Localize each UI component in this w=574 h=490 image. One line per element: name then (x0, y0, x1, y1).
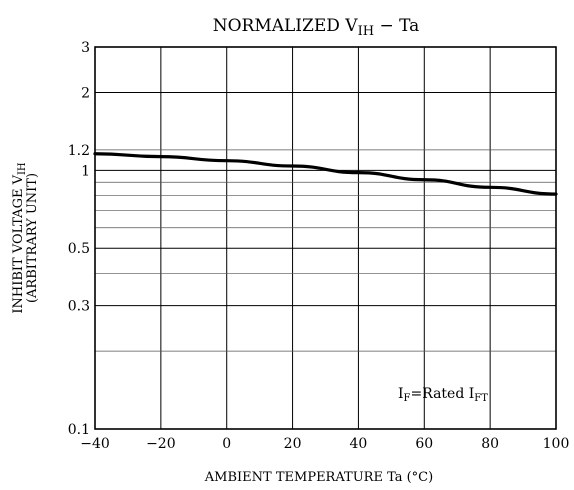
plot-border (94, 46, 557, 430)
x-tick-label: −20 (146, 436, 176, 452)
series-line (93, 152, 558, 196)
y-axis-label: INHIBIT VOLTAGE VIH (ARBITRARY UNIT) (11, 162, 40, 314)
y-tick-label: 2 (81, 86, 90, 102)
svg-text:INHIBIT VOLTAGE VIH: INHIBIT VOLTAGE VIH (11, 162, 28, 314)
x-tick-label: 80 (481, 436, 499, 452)
series (93, 152, 558, 196)
plot-frame (94, 46, 557, 430)
x-tick-label: 40 (350, 436, 368, 452)
x-tick-label: −40 (80, 436, 110, 452)
y-tick-label: 0.5 (68, 241, 90, 257)
chart-title: NORMALIZED VIH − Ta (213, 16, 420, 39)
y-axis-label-line2: (ARBITRARY UNIT) (25, 173, 40, 303)
y-tick-labels: 0.1 0.3 0.5 1 1.2 2 3 (68, 40, 90, 438)
x-tick-label: 100 (543, 436, 570, 452)
x-axis-label: AMBIENT TEMPERATURE Ta (°C) (204, 470, 433, 485)
x-tick-label: 0 (222, 436, 231, 452)
y-tick-label: 0.3 (68, 299, 90, 315)
y-tick-label: 3 (81, 40, 90, 56)
condition-annotation: IF=Rated IFT (398, 386, 488, 404)
y-tick-label: 1 (81, 163, 90, 179)
x-tick-labels: −40 −20 0 20 40 60 80 100 (80, 436, 569, 452)
y-tick-label: 1.2 (68, 143, 90, 159)
grid (95, 47, 556, 429)
x-tick-label: 60 (415, 436, 433, 452)
x-tick-label: 20 (284, 436, 302, 452)
y-tick-label: 0.1 (68, 422, 90, 438)
